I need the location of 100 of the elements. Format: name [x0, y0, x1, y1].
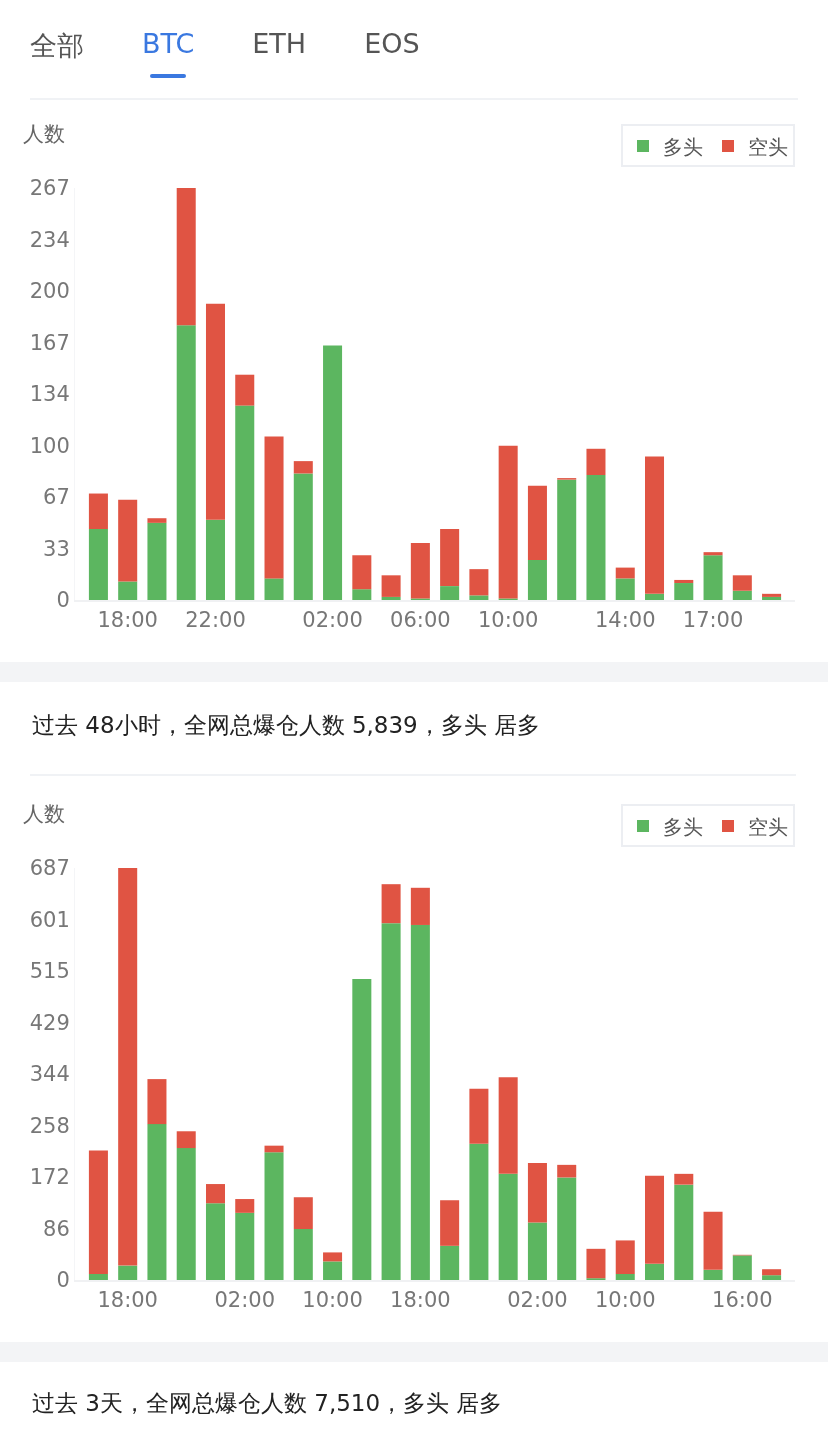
- bar: [615, 1240, 635, 1274]
- bar: [469, 1143, 489, 1280]
- legend-label: 多头: [663, 134, 703, 159]
- x-tick-label: 16:00: [712, 1288, 773, 1313]
- bar: [323, 1261, 343, 1280]
- legend-label: 空头: [748, 814, 788, 839]
- y-axis-title: 人数: [23, 122, 65, 146]
- bar: [293, 473, 313, 600]
- bar: [440, 586, 460, 600]
- bar: [410, 924, 430, 1280]
- y-tick-label: 234: [29, 227, 70, 252]
- x-tick-label: 22:00: [185, 608, 246, 633]
- bar: [323, 1252, 343, 1262]
- y-tick-label: 134: [29, 382, 70, 407]
- text: ETH: [252, 28, 307, 61]
- bar: [323, 345, 343, 600]
- bar: [381, 884, 401, 924]
- y-tick-label: 167: [29, 330, 70, 355]
- bar: [615, 578, 635, 600]
- bar: [703, 1269, 723, 1280]
- x-tick-label: 10:00: [594, 1288, 656, 1313]
- text: 全部: [30, 29, 84, 63]
- text: 过去 3天，全网总爆仓人数 7,510，多头 居多: [32, 1389, 503, 1418]
- bar: [440, 1245, 460, 1280]
- x-tick-label: 06:00: [390, 608, 451, 633]
- bar: [264, 1152, 284, 1280]
- bar: [381, 596, 401, 600]
- legend-label: 空头: [748, 134, 788, 159]
- bar: [557, 1177, 577, 1280]
- bar: [440, 529, 460, 587]
- bar: [557, 479, 577, 600]
- bar: [674, 579, 694, 584]
- y-tick-label: 172: [29, 1165, 70, 1190]
- bar: [147, 522, 167, 600]
- bar: [557, 1164, 577, 1178]
- bar: [147, 518, 167, 523]
- bar: [586, 475, 606, 600]
- bar: [440, 1200, 460, 1246]
- bar: [88, 1274, 108, 1280]
- bar: [645, 1263, 665, 1280]
- bar: [264, 1145, 284, 1153]
- x-tick-label: 10:00: [302, 1288, 363, 1313]
- bar: [527, 1163, 547, 1223]
- y-tick-label: 67: [43, 485, 70, 510]
- bar: [176, 188, 196, 326]
- bar: [235, 405, 255, 600]
- text: BTC: [142, 28, 195, 61]
- x-tick-label: 02:00: [214, 1288, 276, 1313]
- y-tick-label: 429: [29, 1010, 70, 1035]
- bar: [264, 436, 284, 579]
- y-tick-label: 258: [29, 1113, 70, 1138]
- bar: [264, 578, 284, 600]
- bar: [615, 1274, 635, 1280]
- x-tick-label: 10:00: [477, 608, 539, 633]
- bar: [118, 499, 138, 582]
- x-tick-label: 18:00: [97, 608, 158, 633]
- bar: [703, 552, 723, 556]
- y-tick-label: 515: [29, 959, 70, 984]
- x-tick-label: 02:00: [507, 1288, 568, 1313]
- bar: [410, 887, 430, 925]
- x-tick-label: 18:00: [97, 1288, 158, 1313]
- bar: [469, 569, 489, 596]
- y-tick-label: 601: [29, 907, 70, 932]
- bar: [674, 1173, 694, 1185]
- bar: [176, 1148, 196, 1280]
- x-tick-label: 17:00: [682, 608, 744, 633]
- bar: [732, 1255, 752, 1280]
- bar: [176, 325, 196, 600]
- y-tick-label: 100: [29, 433, 70, 458]
- bar: [732, 575, 752, 591]
- bar: [205, 1184, 225, 1204]
- y-tick-label: 200: [29, 279, 70, 304]
- bar: [88, 493, 108, 530]
- bar: [674, 583, 694, 600]
- x-tick-label: 18:00: [390, 1288, 451, 1313]
- bar: [147, 1079, 167, 1125]
- bar: [293, 1229, 313, 1280]
- bar: [293, 1197, 313, 1230]
- bar: [381, 923, 401, 1280]
- bar: [645, 593, 665, 600]
- y-axis-title: 人数: [23, 802, 65, 826]
- bar: [527, 1222, 547, 1280]
- bar: [498, 445, 518, 599]
- bar: [176, 1131, 196, 1149]
- bar: [235, 1212, 255, 1280]
- bar: [762, 1275, 782, 1280]
- bar: [469, 595, 489, 600]
- bar: [118, 581, 138, 600]
- x-tick-label: 14:00: [594, 608, 656, 633]
- bar: [498, 1173, 518, 1280]
- text: EOS: [364, 28, 420, 61]
- bar: [410, 542, 430, 599]
- bar: [615, 567, 635, 579]
- bar: [235, 374, 255, 406]
- bar: [88, 529, 108, 600]
- bar: [293, 461, 313, 474]
- bar: [674, 1184, 694, 1280]
- bar: [498, 1077, 518, 1174]
- bar: [732, 590, 752, 600]
- bar: [352, 555, 372, 590]
